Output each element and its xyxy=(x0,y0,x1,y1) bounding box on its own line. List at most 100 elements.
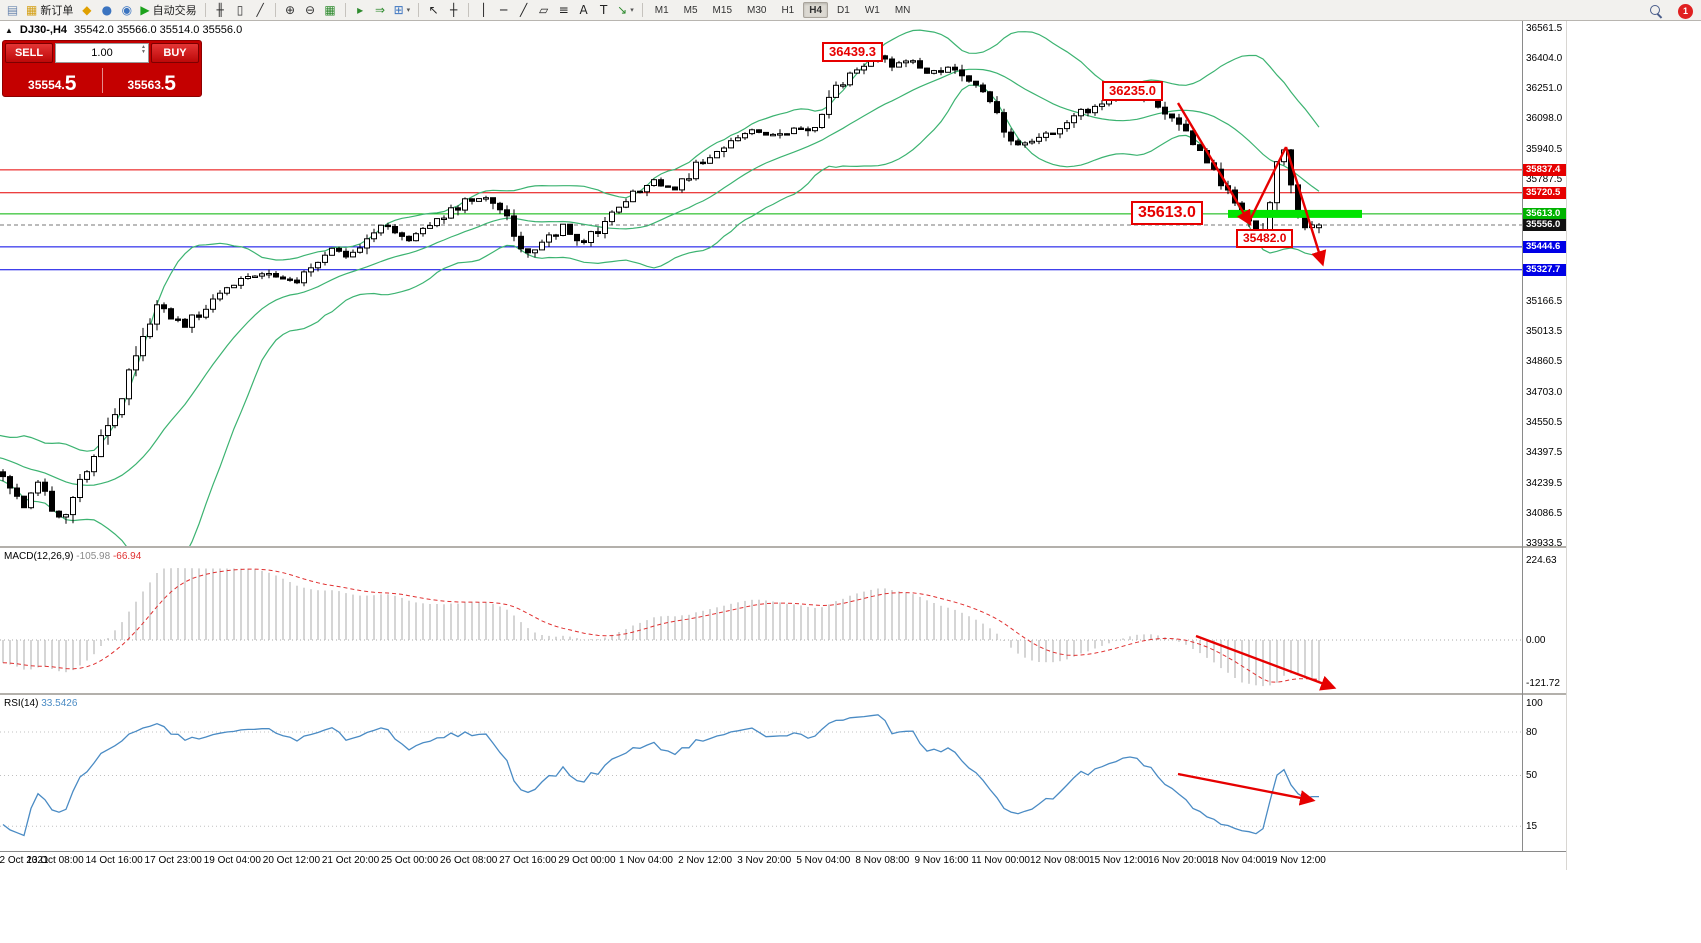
timeframe-h4[interactable]: H4 xyxy=(803,2,829,18)
new-order-button[interactable]: ▦ 新订单 xyxy=(23,1,76,19)
buy-button[interactable]: BUY xyxy=(151,43,199,63)
time-axis-label: 13 Oct 08:00 xyxy=(26,855,84,866)
trendline-button[interactable]: ╱ xyxy=(514,1,533,19)
data-window-button[interactable]: ◉ xyxy=(117,1,136,19)
text-label-button[interactable]: T xyxy=(594,1,613,19)
price-axis-tick: 34239.5 xyxy=(1526,477,1563,489)
rsi-axis-tick: 50 xyxy=(1526,770,1538,781)
bar-chart-button[interactable]: ╫ xyxy=(211,1,230,19)
rsi-value: 33.5426 xyxy=(41,698,78,709)
price-axis-tick: 34860.5 xyxy=(1526,355,1563,367)
time-axis-label: 12 Oct 2021 xyxy=(0,855,49,866)
tile-windows-icon: ▦ xyxy=(324,3,336,17)
auto-scroll-button[interactable]: ▸ xyxy=(351,1,370,19)
oneclick-collapse-icon[interactable]: ▲ xyxy=(5,25,13,35)
panel-separator[interactable] xyxy=(0,693,1566,695)
zoom-in-button[interactable]: ⊕ xyxy=(281,1,300,19)
price-line-label: 35327.7 xyxy=(1523,263,1566,276)
sell-price-main: 35554. xyxy=(28,78,65,92)
timeframe-h1[interactable]: H1 xyxy=(781,4,795,16)
chart-shift-button[interactable]: ⇒ xyxy=(371,1,390,19)
arrows-tool-button[interactable]: ↘ ▾ xyxy=(614,1,637,19)
chart-symbol-timeframe: DJ30-,H4 xyxy=(19,24,67,36)
macd-axis-tick: 224.63 xyxy=(1526,554,1557,566)
time-axis-label: 9 Nov 16:00 xyxy=(914,855,969,866)
price-axis-tick: 35940.5 xyxy=(1526,144,1563,156)
price-axis-tick: 34397.5 xyxy=(1526,446,1563,458)
time-axis-label: 3 Nov 20:00 xyxy=(737,855,792,866)
macd-axis-tick: 0.00 xyxy=(1526,634,1546,646)
timeframe-m5[interactable]: M5 xyxy=(683,4,698,16)
buy-price-main: 35563. xyxy=(127,78,165,92)
timeframe-m15[interactable]: M15 xyxy=(712,4,732,16)
text-button[interactable]: A xyxy=(574,1,593,19)
timeframe-m1[interactable]: M1 xyxy=(654,4,669,16)
channel-button[interactable]: ▱ xyxy=(534,1,553,19)
timeframe-m30[interactable]: M30 xyxy=(747,4,767,16)
toolbar-separator xyxy=(204,3,206,17)
new-chart-button[interactable]: ⊞ ▾ xyxy=(391,1,414,19)
dropdown-caret-icon[interactable]: ▾ xyxy=(630,7,634,14)
horizontal-line-button[interactable]: ─ xyxy=(494,1,513,19)
volume-input[interactable]: 1.00 ▲ ▼ xyxy=(55,43,149,63)
crosshair-button[interactable]: ┼ xyxy=(444,1,463,19)
market-watch-button[interactable]: ● xyxy=(97,1,116,19)
rsi-axis-tick: 80 xyxy=(1526,726,1538,738)
text-label-icon: T xyxy=(599,3,608,17)
candlestick-chart-button[interactable]: ▯ xyxy=(231,1,250,19)
cursor-button[interactable]: ↖ xyxy=(424,1,443,19)
equidistant-channel-icon: ▱ xyxy=(539,3,549,17)
price-axis[interactable]: 36561.5 36404.0 36251.0 36098.0 35940.5 35787… xyxy=(1523,20,1566,853)
tile-windows-button[interactable]: ▦ xyxy=(321,1,340,19)
price-axis-tick: 35166.5 xyxy=(1526,295,1563,307)
horizontal-line-icon: ─ xyxy=(500,3,508,17)
notification-badge[interactable]: 1 xyxy=(1678,3,1693,19)
vertical-line-icon: │ xyxy=(480,3,488,17)
fibonacci-button[interactable]: ≡ xyxy=(554,1,573,19)
chart-title: ▲ DJ30-,H4 35542.0 35566.0 35514.0 35556… xyxy=(5,24,242,36)
stepper-down-icon[interactable]: ▼ xyxy=(141,49,146,55)
dropdown-caret-icon[interactable]: ▾ xyxy=(406,7,411,14)
price-axis-tick: 34703.0 xyxy=(1526,386,1563,398)
price-line-label: 35613.0 xyxy=(1523,207,1566,220)
time-axis-label: 26 Oct 08:00 xyxy=(440,855,498,866)
time-axis-label: 17 Oct 23:00 xyxy=(144,855,202,866)
line-chart-button[interactable]: ╱ xyxy=(251,1,270,19)
sell-button[interactable]: SELL xyxy=(5,43,53,63)
price-annotation-lower-high[interactable]: 36235.0 xyxy=(1102,81,1163,102)
price-annotation-high[interactable]: 36439.3 xyxy=(822,42,883,63)
search-button[interactable] xyxy=(1647,2,1666,20)
price-axis-border xyxy=(1522,21,1523,852)
time-axis-label: 5 Nov 04:00 xyxy=(796,855,851,866)
chart-window-button[interactable]: ▤ xyxy=(3,1,22,19)
price-annotation-low[interactable]: 35482.0 xyxy=(1236,229,1294,248)
search-icon xyxy=(1650,4,1663,18)
price-line-label: 35556.0 xyxy=(1523,219,1566,232)
window-edge xyxy=(1566,21,1567,870)
chart-ohlc-values: 35542.0 35566.0 35514.0 35556.0 xyxy=(74,24,243,36)
timeframe-mn[interactable]: MN xyxy=(894,4,911,16)
timeframe-d1[interactable]: D1 xyxy=(837,4,850,16)
panel-separator[interactable] xyxy=(0,546,1566,548)
buy-price[interactable]: 35563. 5 xyxy=(103,65,202,96)
metaeditor-icon: ◆ xyxy=(82,3,92,17)
macd-signal-value: -66.94 xyxy=(112,551,142,562)
time-axis-label: 19 Oct 04:00 xyxy=(203,855,261,866)
toolbar-separator xyxy=(641,3,643,17)
candlestick-chart-icon: ▯ xyxy=(236,3,244,17)
time-axis-label: 16 Nov 20:00 xyxy=(1148,855,1208,866)
vertical-line-button[interactable]: │ xyxy=(474,1,493,19)
volume-stepper[interactable]: ▲ ▼ xyxy=(141,45,146,55)
sell-price[interactable]: 35554. 5 xyxy=(3,65,102,96)
toolbar-buttons: ▤ ▦ 新订单 ◆ ● ◉ ▶ 自动交易 ╫ ▯ ╱ ⊕ ⊖ ▦ ▸ ⇒ ⊞ ▾ ↖ ┼ │ ─ ╱ ▱ ≡ A T ↘ ▾ M1 M5 M1… xyxy=(3,1,917,19)
autotrading-button[interactable]: ▶ 自动交易 xyxy=(137,1,199,19)
price-annotation-support[interactable]: 35613.0 xyxy=(1131,201,1203,225)
zoom-out-button[interactable]: ⊖ xyxy=(301,1,320,19)
buy-price-big-digit: 5 xyxy=(164,72,176,95)
macd-name: MACD(12,26,9) xyxy=(4,551,74,562)
metaeditor-button[interactable]: ◆ xyxy=(77,1,96,19)
timeframe-w1[interactable]: W1 xyxy=(864,4,880,16)
